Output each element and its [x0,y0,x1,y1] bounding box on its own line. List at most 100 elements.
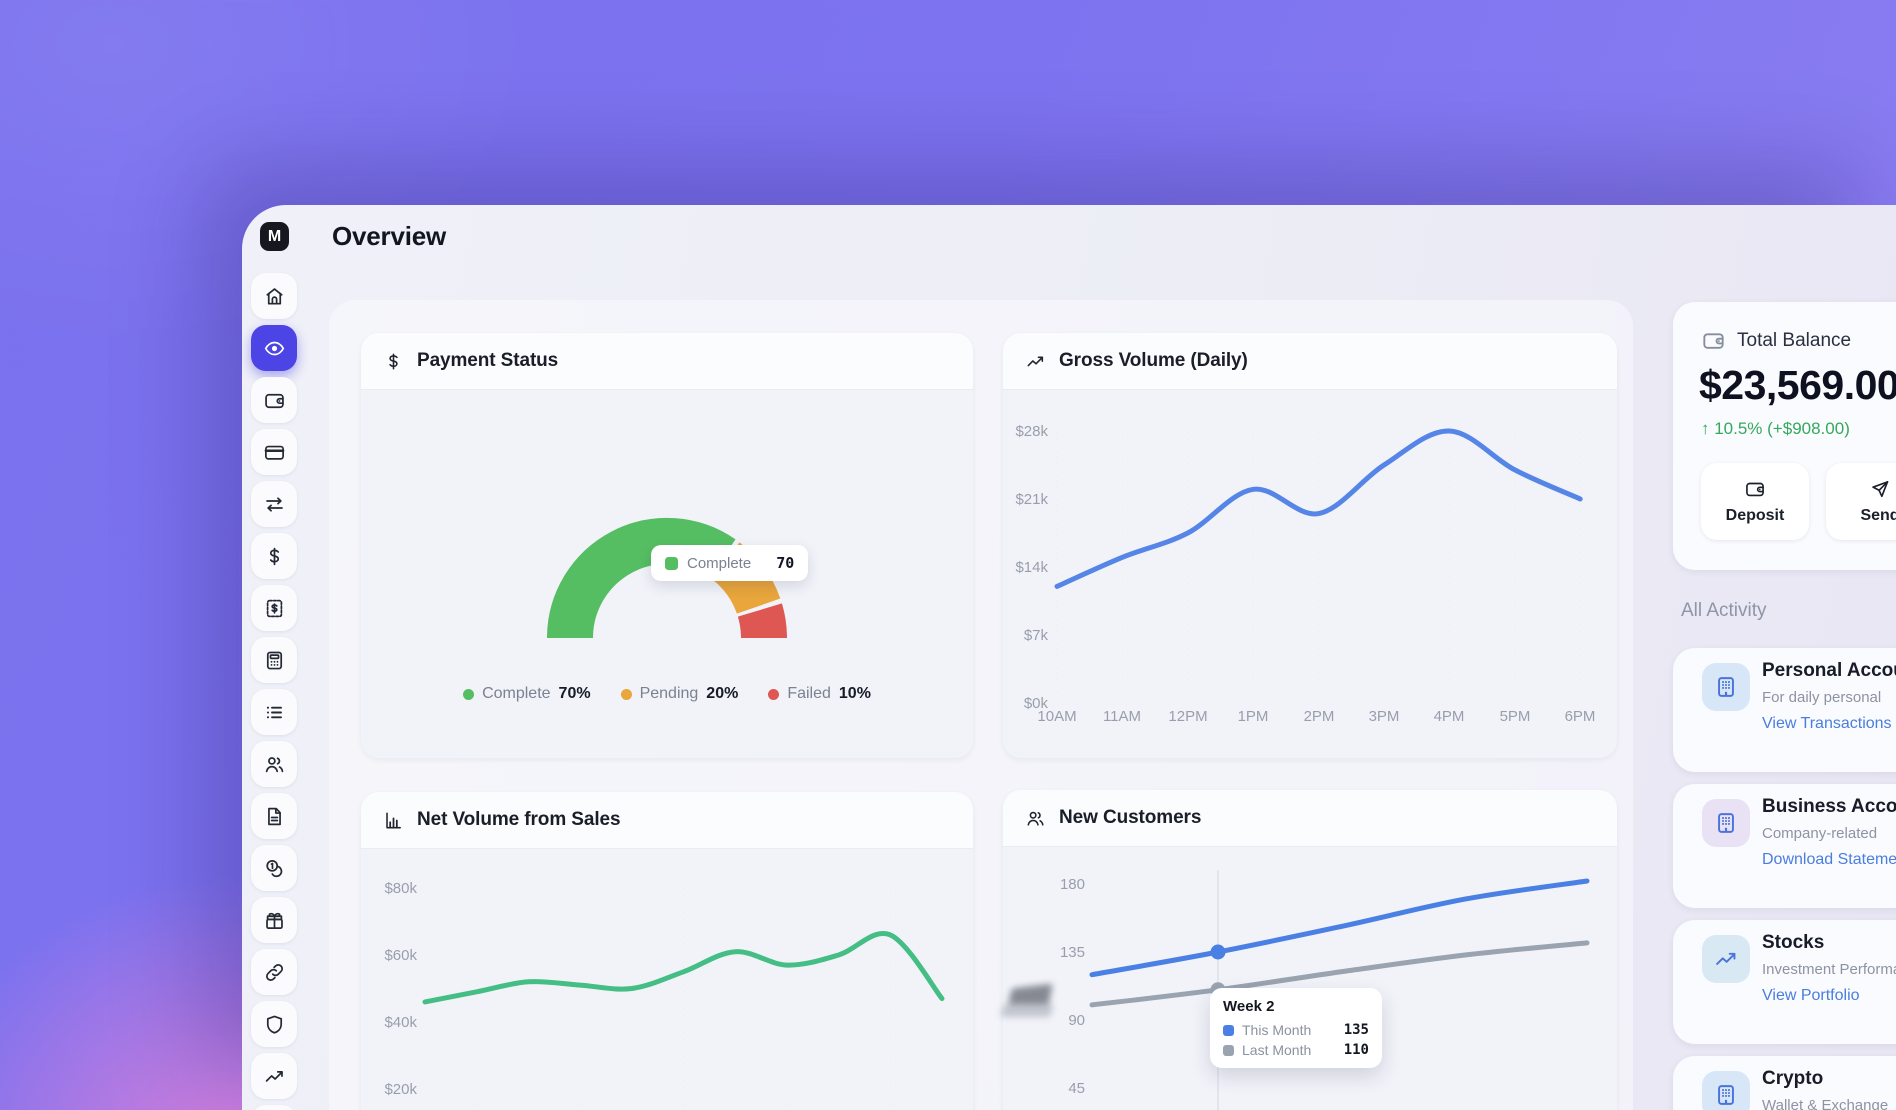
total-balance-header: Total Balance [1701,328,1851,353]
series-swatch [1223,1024,1234,1036]
calculator-icon [263,649,286,672]
activity-card-crypto[interactable]: Crypto Wallet & Exchange [1673,1056,1896,1110]
svg-text:6PM: 6PM [1565,708,1596,725]
svg-text:180: 180 [1060,876,1085,893]
users-icon [263,753,286,776]
legend-label: Complete [482,685,551,702]
shield-icon [263,1013,286,1036]
wallet-icon [263,389,286,412]
activity-title: Stocks [1762,932,1825,953]
deposit-button[interactable]: Deposit [1701,463,1809,540]
week-tooltip-row: Last Month 110 [1223,1042,1369,1058]
sidebar [251,273,297,1110]
trend-icon [1025,351,1046,372]
users-icon [1025,808,1046,829]
activity-card-personal-account[interactable]: Personal Account For daily personal View T… [1673,648,1896,772]
sidebar-item-security[interactable] [251,1001,297,1047]
sidebar-item-accounting[interactable] [251,637,297,683]
dollar-icon [263,545,286,568]
activity-card-business-account[interactable]: Business Account Company-related Download … [1673,784,1896,908]
legend-label: Failed [787,685,831,702]
legend-label: Pending [639,685,699,702]
card-title: New Customers [1059,807,1202,828]
list-icon [263,701,286,724]
balance-actions: Deposit Send [1701,463,1896,540]
legend-value: 20% [706,685,739,702]
legend-dot [768,688,780,700]
week-tooltip-row: This Month 135 [1223,1022,1369,1038]
net-volume-header: Net Volume from Sales [361,792,973,849]
sidebar-item-cards[interactable] [251,429,297,475]
gauge-tooltip: Complete 70 [651,545,809,581]
svg-text:$80k: $80k [384,880,417,897]
card-icon [263,441,286,464]
eye-icon [263,337,286,360]
dashboard-panel: Payment Status Complete 70 Complete 70% Pe… [329,300,1633,1110]
card-title: Payment Status [417,350,559,371]
complete-swatch [665,556,678,570]
new-customers-header: New Customers [1003,790,1617,847]
activity-card-stocks[interactable]: Stocks Investment Performance View Portfol… [1673,920,1896,1044]
sidebar-item-invoices[interactable] [251,585,297,631]
sidebar-item-coins[interactable] [251,845,297,891]
document-icon [263,805,286,828]
legend-dot [463,688,475,700]
activity-link[interactable]: Download Statement [1762,851,1896,868]
gauge-tooltip-label: Complete [687,554,752,572]
building-icon [1713,1082,1739,1108]
sidebar-item-lists[interactable] [251,689,297,735]
total-balance-change: ↑ 10.5% (+$908.00) [1701,419,1850,438]
svg-text:$21k: $21k [1015,491,1048,508]
sidebar-item-more[interactable] [251,1105,297,1110]
sidebar-item-analytics[interactable] [251,1053,297,1099]
series-swatch [1223,1044,1234,1056]
send-button[interactable]: Send [1826,463,1896,540]
activity-link[interactable]: View Transactions [1762,715,1892,732]
sidebar-item-integrations[interactable] [251,949,297,995]
activity-link[interactable]: View Portfolio [1762,987,1860,1004]
wallet-icon [1744,478,1766,500]
sidebar-item-overview[interactable] [251,325,297,371]
sidebar-item-customers[interactable] [251,741,297,787]
payment-status-card: Payment Status Complete 70 Complete 70% Pe… [361,333,973,758]
svg-text:$20k: $20k [384,1081,417,1098]
legend-dot [620,688,632,700]
svg-text:10AM: 10AM [1037,708,1076,725]
svg-text:2PM: 2PM [1304,708,1335,725]
send-label: Send [1860,507,1896,524]
net-volume-card: Net Volume from Sales $80k $60k $40k $20k [361,792,973,1110]
activity-subtitle: Company-related [1762,825,1878,842]
card-title: Net Volume from Sales [417,809,621,830]
gift-icon [263,909,286,932]
app-logo: M [260,222,289,251]
sidebar-item-transfers[interactable] [251,481,297,527]
activity-icon-tile [1702,663,1750,711]
activity-subtitle: For daily personal [1762,689,1882,706]
building-icon [1713,674,1739,700]
coins-icon [263,857,286,880]
svg-text:12PM: 12PM [1168,708,1207,725]
week-tooltip-title: Week 2 [1223,998,1275,1015]
gauge-tooltip-value: 70 [776,554,795,572]
net-volume-line-chart: $80k $60k $40k $20k [384,877,945,1110]
legend-value: 70% [558,685,591,702]
sidebar-item-home[interactable] [251,273,297,319]
home-icon [263,285,286,308]
transfer-icon [263,493,286,516]
activity-icon-tile [1702,935,1750,983]
series-label: Last Month [1242,1042,1312,1058]
new-customers-line-chart: 180 135 90 45 [1060,870,1590,1110]
week-tooltip: Week 2 This Month 135 Last Month 110 [1210,988,1382,1068]
sidebar-item-wallet[interactable] [251,377,297,423]
gross-volume-header: Gross Volume (Daily) [1003,333,1617,390]
activity-title: Personal Account [1762,660,1896,681]
dollar-icon [383,351,404,372]
send-icon [1869,478,1891,500]
svg-text:90: 90 [1068,1012,1085,1029]
sidebar-item-rewards[interactable] [251,897,297,943]
stocks-icon [1713,946,1739,972]
sidebar-item-documents[interactable] [251,793,297,839]
legend-item-pending: Pending 20% [620,685,739,703]
series-label: This Month [1242,1022,1312,1038]
sidebar-item-payments[interactable] [251,533,297,579]
